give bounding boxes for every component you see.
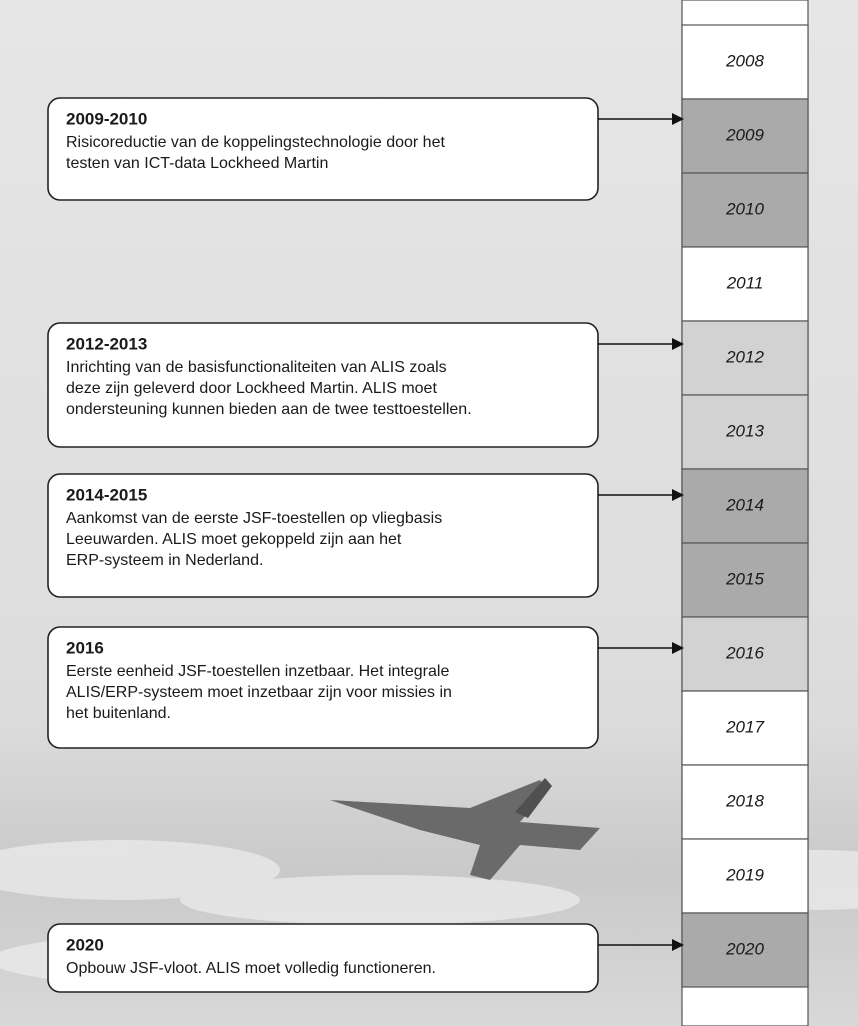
year-label: 2013 — [725, 421, 764, 440]
event-text: ALIS/ERP-systeem moet inzetbaar zijn voo… — [66, 684, 452, 701]
event-text: het buitenland. — [66, 705, 171, 722]
event: 2020 Opbouw JSF-vloot. ALIS moet volledig… — [48, 924, 684, 992]
event-text: testen van ICT-data Lockheed Martin — [66, 155, 328, 172]
event-title: 2020 — [66, 935, 104, 954]
year-label: 2009 — [725, 125, 764, 144]
year-label: 2018 — [725, 791, 764, 810]
event-title: 2016 — [66, 638, 104, 657]
year-label: 2015 — [725, 569, 764, 588]
event-text: deze zijn geleverd door Lockheed Martin.… — [66, 380, 437, 397]
year-label: 2008 — [725, 51, 764, 70]
year-label: 2019 — [725, 865, 764, 884]
year-label: 2020 — [725, 939, 764, 958]
event-title: 2014-2015 — [66, 485, 147, 504]
year-label: 2014 — [725, 495, 764, 514]
timeline-diagram: 2008 2009 2010 2011 2012 2013 2014 2015 2016 2017… — [0, 0, 858, 1026]
year-list: 2008 2009 2010 2011 2012 2013 2014 2015 2016 2017… — [682, 25, 808, 987]
event-box — [48, 924, 598, 992]
event-title: 2012-2013 — [66, 334, 147, 353]
event: 2016 Eerste eenheid JSF-toestellen inzetb… — [48, 627, 684, 748]
year-label: 2010 — [725, 199, 764, 218]
event-text: ondersteuning kunnen bieden aan de twee … — [66, 401, 472, 418]
event: 2012-2013 Inrichting van de basisfunction… — [48, 323, 684, 447]
event: 2009-2010 Risicoreductie van de koppeling… — [48, 98, 684, 200]
year-label: 2017 — [725, 717, 764, 736]
year-label: 2011 — [726, 273, 764, 292]
event-text: ERP-systeem in Nederland. — [66, 552, 263, 569]
event-text: Risicoreductie van de koppelingstechnolo… — [66, 134, 445, 151]
event-text: Leeuwarden. ALIS moet gekoppeld zijn aan… — [66, 531, 402, 548]
event-text: Aankomst van de eerste JSF-toestellen op… — [66, 510, 442, 527]
event-text: Opbouw JSF-vloot. ALIS moet volledig fun… — [66, 960, 436, 977]
year-label: 2012 — [725, 347, 764, 366]
event-title: 2009-2010 — [66, 109, 147, 128]
event-text: Eerste eenheid JSF-toestellen inzetbaar.… — [66, 663, 449, 680]
event: 2014-2015 Aankomst van de eerste JSF-toes… — [48, 474, 684, 597]
year-label: 2016 — [725, 643, 764, 662]
event-text: Inrichting van de basisfunctionaliteiten… — [66, 359, 447, 376]
